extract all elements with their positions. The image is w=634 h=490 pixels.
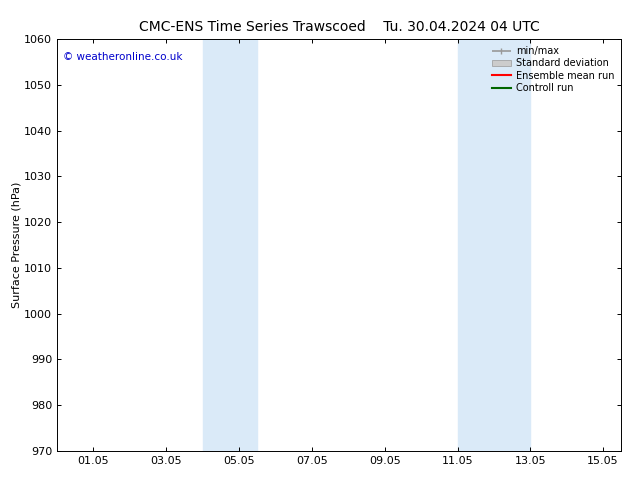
Bar — [458, 39, 530, 451]
Title: CMC-ENS Time Series Trawscoed    Tu. 30.04.2024 04 UTC: CMC-ENS Time Series Trawscoed Tu. 30.04.… — [139, 20, 540, 34]
Text: © weatheronline.co.uk: © weatheronline.co.uk — [63, 51, 182, 62]
Legend: min/max, Standard deviation, Ensemble mean run, Controll run: min/max, Standard deviation, Ensemble me… — [489, 44, 616, 95]
Bar — [203, 39, 257, 451]
Y-axis label: Surface Pressure (hPa): Surface Pressure (hPa) — [11, 182, 22, 308]
